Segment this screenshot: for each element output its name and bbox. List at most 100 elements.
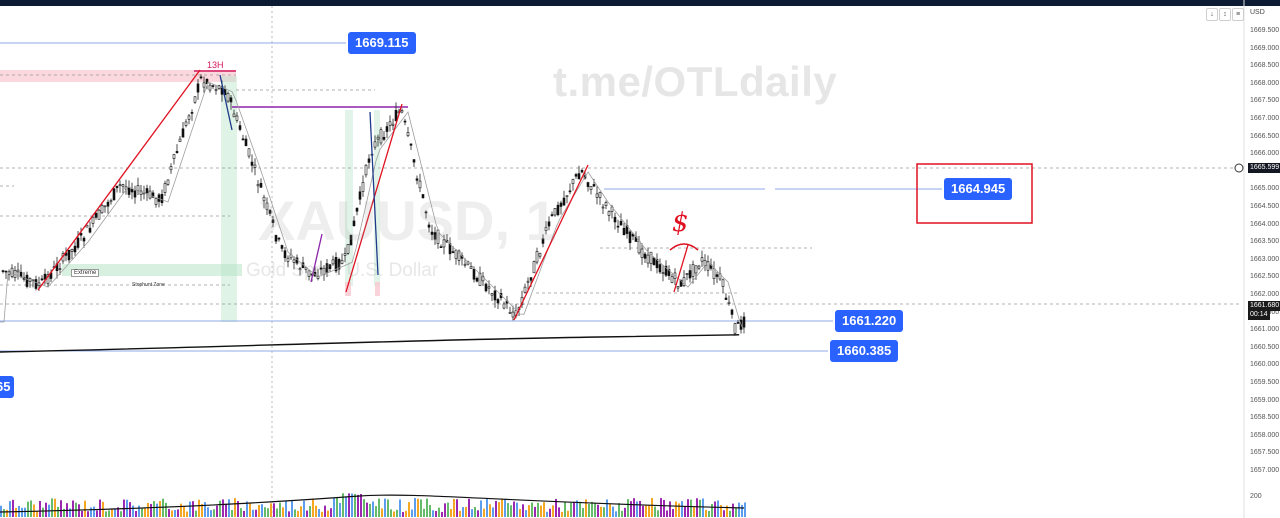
volume-bar [462,507,464,517]
volume-bar [366,502,368,517]
candle-body [487,286,491,289]
candle-body [532,261,536,274]
volume-bar [630,501,632,517]
symbol-description-watermark: Gold Spot / U.S. Dollar [246,260,439,281]
candle-body [475,277,479,282]
volume-bar [183,506,185,517]
volume-bar [207,507,209,517]
candle-body [694,265,698,274]
candle-body [571,179,575,184]
volume-bar [0,505,2,517]
price-scale-tick: 1658.500 [1250,414,1280,422]
volume-bar [84,500,86,517]
volume-bar [243,510,245,517]
candle-body [382,136,386,140]
candle-body [469,266,473,269]
small-pink-zone-1 [345,282,351,296]
price-label-mid-lower[interactable]: 1660.385 [830,340,899,362]
volume-bar [57,506,59,517]
volume-bar [729,510,731,517]
volume-bar [681,501,683,517]
volume-bar [240,508,242,517]
volume-bar [105,511,107,517]
annotation-dollar-sign: $ [672,208,689,238]
volume-bar [633,498,635,517]
price-label-mid-upper[interactable]: 1661.220 [835,310,904,332]
volume-bar [144,508,146,517]
volume-bar [39,500,41,517]
volume-bar [645,505,647,517]
volume-bar [9,501,11,517]
candle-body [685,273,689,275]
arrow-down-icon[interactable]: ↓ [1206,8,1218,21]
volume-bar [456,499,458,517]
volume-bar [96,510,98,517]
candle-body [421,194,425,199]
price-label-top[interactable]: 1669.115 [348,32,416,54]
candle-body [58,268,62,270]
candle-body [79,233,83,236]
volume-bar [363,499,365,517]
settings-icon[interactable]: ≡ [1232,8,1244,21]
candle-body [697,265,701,269]
extreme-zone [62,264,242,276]
currency-label[interactable]: USD [1250,9,1265,16]
candle-body [544,226,548,231]
volume-bar [87,511,89,517]
volume-bar [600,506,602,517]
volume-bar [726,505,728,517]
volume-bar [720,505,722,517]
long-moving-average [0,334,740,353]
volume-bar [309,506,311,517]
volume-bar [540,505,542,517]
candle-body [247,148,251,157]
volume-bar [306,510,308,517]
candle-body [529,277,533,281]
price-scale-tick: 1657.000 [1250,467,1280,474]
candle-body [331,259,335,265]
candle-body [652,257,656,266]
candle-body [463,263,467,266]
candle-body [43,273,47,280]
volume-bar [63,508,65,517]
candle-body [172,154,176,159]
volume-bar [420,499,422,517]
candle-body [1,270,5,272]
candle-body [730,309,734,315]
volume-bar [459,510,461,517]
axis-toolbar: ↓ ↕ ≡ [1206,8,1246,21]
price-scale-tick: 1668.500 [1250,62,1280,70]
candle-body [562,197,566,206]
candle-body [241,138,245,141]
candle-body [85,224,89,228]
candle-body [592,184,596,187]
volume-bar [15,507,17,517]
candle-body [691,264,695,277]
volume-bar [570,502,572,517]
volume-bar [621,510,623,517]
annotation-extreme: Extreme [71,269,100,277]
candle-body [31,279,35,282]
volume-bar [606,499,608,517]
price-scale[interactable]: 1669.500 1669.000 1668.500 1668.000 1667.500… [1246,0,1280,518]
scale-icon[interactable]: ↕ [1219,8,1231,21]
price-label-left-cut[interactable]: 65 [0,376,15,398]
volume-bar [666,510,668,517]
candle-body [139,190,143,195]
candle-body [103,205,107,208]
volume-bar [342,493,344,517]
candle-body [175,151,179,154]
price-scale-tick: 1660.500 [1250,343,1280,351]
volume-bar [195,510,197,517]
candle-body [559,202,563,207]
volume-bar [555,498,557,517]
candle-body [82,237,86,242]
candle-body [646,254,650,264]
volume-bar [174,509,176,517]
price-scale-tick: 1659.000 [1250,396,1280,404]
candle-body [727,301,731,304]
volume-bar [339,502,341,517]
volume-moving-average [0,494,745,513]
price-label-right-box[interactable]: 1664.945 [944,178,1013,200]
